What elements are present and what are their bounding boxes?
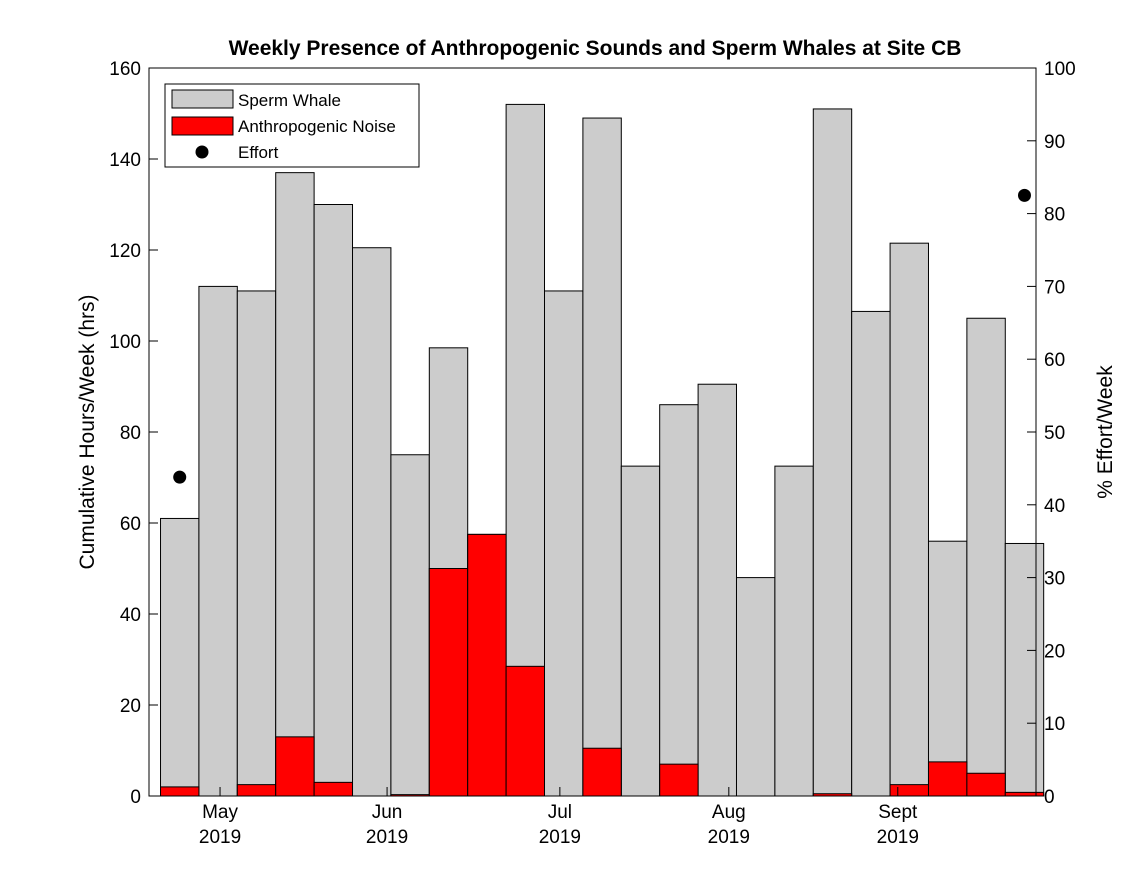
bars-layer — [160, 103, 1045, 797]
y-tick-label-right: 80 — [1044, 205, 1065, 226]
x-tick-label-month: Sept — [878, 802, 918, 823]
anthropogenic-noise-bar — [659, 763, 699, 797]
y-tick-label-right: 0 — [1044, 787, 1055, 808]
sperm-whale-bar — [198, 285, 238, 797]
sperm-whale-bar — [313, 204, 354, 797]
anthropogenic-noise-bar — [428, 568, 469, 797]
y-tick-label-left: 160 — [109, 59, 141, 80]
y-tick-label-left: 100 — [109, 332, 141, 353]
sperm-whale-bar — [851, 310, 891, 797]
anthropogenic-noise-bar — [467, 533, 507, 797]
effort-point — [173, 470, 187, 484]
legend-swatch-sperm-whale — [171, 89, 234, 109]
x-tick-label-year: 2019 — [366, 827, 408, 848]
y-tick-label-left: 20 — [120, 696, 141, 717]
sperm-whale-bar — [236, 290, 277, 797]
y-tick-label-right: 40 — [1044, 496, 1065, 517]
anthropogenic-noise-bar — [889, 784, 929, 797]
sperm-whale-bar — [544, 290, 584, 797]
x-tick-label-month: Jun — [372, 802, 403, 823]
x-tick-label-year: 2019 — [877, 827, 919, 848]
chart-title: Weekly Presence of Anthropogenic Sounds … — [229, 37, 962, 60]
x-tick-label-year: 2019 — [199, 827, 241, 848]
x-tick-label-month: May — [202, 802, 238, 823]
x-tick-label-month: Jul — [548, 802, 572, 823]
sperm-whale-bar — [927, 540, 968, 797]
anthropogenic-noise-bar — [275, 736, 315, 797]
sperm-whale-bar — [889, 242, 929, 797]
x-tick-label-year: 2019 — [539, 827, 581, 848]
anthropogenic-noise-bar — [966, 772, 1006, 797]
anthropogenic-noise-bar — [505, 665, 546, 797]
effort-layer — [173, 188, 1031, 484]
y-axis-label-left: Cumulative Hours/Week (hrs) — [76, 294, 99, 569]
y-tick-label-left: 60 — [120, 514, 141, 535]
sperm-whale-bar — [390, 454, 430, 797]
y-tick-label-left: 120 — [109, 241, 141, 262]
y-tick-label-right: 20 — [1044, 641, 1065, 662]
anthropogenic-noise-bar — [582, 747, 622, 797]
anthropogenic-noise-bar — [1004, 791, 1045, 797]
anthropogenic-noise-bar — [160, 786, 200, 797]
x-axis: May 2019 Jun 2019 Jul 2019 Aug 2019 Sept 2019 — [199, 787, 919, 848]
sperm-whale-bar — [275, 172, 315, 797]
sperm-whale-bar — [620, 465, 661, 797]
y-tick-label-left: 40 — [120, 605, 141, 626]
sperm-whale-bar — [659, 404, 699, 797]
y-tick-label-left: 0 — [130, 787, 141, 808]
sperm-whale-bar — [160, 517, 200, 797]
sperm-whale-bar — [774, 465, 814, 797]
sperm-whale-bar — [966, 317, 1006, 797]
y-tick-label-right: 70 — [1044, 277, 1065, 298]
sperm-whale-bar — [352, 247, 392, 797]
sperm-whale-bar — [812, 108, 853, 797]
legend-marker-effort — [195, 145, 209, 159]
sperm-whale-bar — [1004, 542, 1045, 797]
effort-point — [1017, 188, 1031, 202]
x-tick-label-year: 2019 — [708, 827, 750, 848]
legend: Sperm Whale Anthropogenic Noise Effort — [164, 83, 420, 168]
x-tick-label-month: Aug — [712, 802, 746, 823]
legend-label-effort: Effort — [238, 143, 279, 162]
left-axis: 0 20 40 60 80 100 120 140 160 — [109, 59, 158, 808]
y-tick-label-right: 10 — [1044, 714, 1065, 735]
sperm-whale-bar — [735, 577, 776, 797]
y-tick-label-right: 60 — [1044, 350, 1065, 371]
sperm-whale-bar — [697, 383, 737, 797]
y-tick-label-left: 140 — [109, 150, 141, 171]
legend-label-sperm-whale: Sperm Whale — [238, 91, 341, 110]
y-tick-label-right: 50 — [1044, 423, 1065, 444]
anthropogenic-noise-bar — [927, 761, 968, 797]
anthropogenic-noise-bar — [236, 784, 277, 797]
legend-label-anthropogenic-noise: Anthropogenic Noise — [238, 117, 396, 136]
sperm-whale-bar — [582, 117, 622, 797]
anthropogenic-noise-bar — [313, 781, 354, 797]
y-tick-label-right: 30 — [1044, 569, 1065, 590]
y-tick-label-right: 100 — [1044, 59, 1076, 80]
legend-swatch-anthropogenic-noise — [171, 116, 234, 136]
y-tick-label-left: 80 — [120, 423, 141, 444]
y-tick-label-right: 90 — [1044, 132, 1065, 153]
right-axis: 0 10 20 30 40 50 60 70 80 90 100 — [1027, 59, 1076, 808]
y-axis-label-right: % Effort/Week — [1094, 365, 1117, 499]
